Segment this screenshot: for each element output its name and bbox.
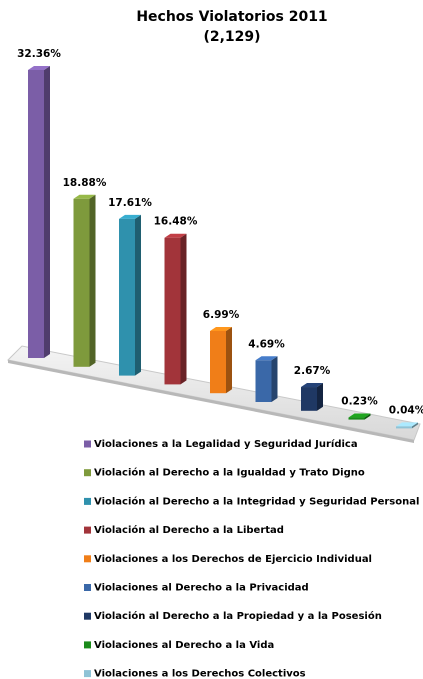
bar [348,417,365,420]
bar-top [164,233,187,238]
bar-top [119,214,141,219]
legend-label: Violación al Derecho a la Propiedad y a … [94,610,382,622]
bar-side [364,413,371,420]
legend-swatch [84,497,91,505]
bar-side [226,326,232,394]
legend-swatch [84,440,91,448]
legend-swatch [84,469,91,477]
value-label: 0.04% [389,404,423,416]
value-label: 2.67% [294,365,331,377]
legend-label: Violaciones al Derecho a la Vida [94,640,274,651]
bar [255,360,272,402]
legend-label: Violaciones al Derecho a la Privacidad [94,583,309,594]
legend-swatch [84,612,91,620]
bar-top [348,413,371,418]
bar [28,70,44,358]
bar-top [301,383,323,388]
bar-top [73,194,96,199]
value-label: 18.88% [63,177,107,189]
legend-label: Violación al Derecho a la Igualdad y Tra… [94,467,365,479]
bar-side [180,233,187,385]
legend-label: Violación al Derecho a la Libertad [94,524,284,536]
chart-title: Hechos Violatorios 2011 [136,9,327,25]
legend-swatch [84,584,91,591]
bar-top [396,422,418,427]
bar [164,237,181,385]
value-label: 16.48% [154,216,198,228]
value-label: 17.61% [108,197,152,209]
legend-label: Violaciones a la Legalidad y Seguridad J… [94,438,358,450]
legend-label: Violaciones a los Derechos Colectivos [94,669,306,679]
legend-label: Violación al Derecho a la Integridad y S… [94,495,419,507]
bar-side [44,66,50,358]
bar [210,330,226,394]
bar [301,387,317,411]
bar-top [255,356,278,361]
bar [73,198,90,367]
bar-side [317,383,323,411]
bar-side [89,194,96,367]
legend-swatch [84,641,91,649]
bar [396,426,412,429]
bar [119,218,135,376]
bar-side [412,422,418,429]
bar-top [210,326,232,331]
value-label: 6.99% [203,309,240,321]
bar-side [135,214,141,376]
value-label: 0.23% [341,396,378,408]
bar-side [271,356,278,402]
legend-swatch [84,670,91,678]
value-label: 4.69% [248,338,285,350]
legend-swatch [84,555,91,563]
value-label: 32.36% [17,48,61,60]
legend-label: Violaciones a los Derechos de Ejercicio … [94,554,372,565]
chart-subtitle: (2,129) [203,29,260,45]
floor-edge [8,360,414,443]
bar-top [28,66,50,70]
legend-swatch [84,526,91,534]
